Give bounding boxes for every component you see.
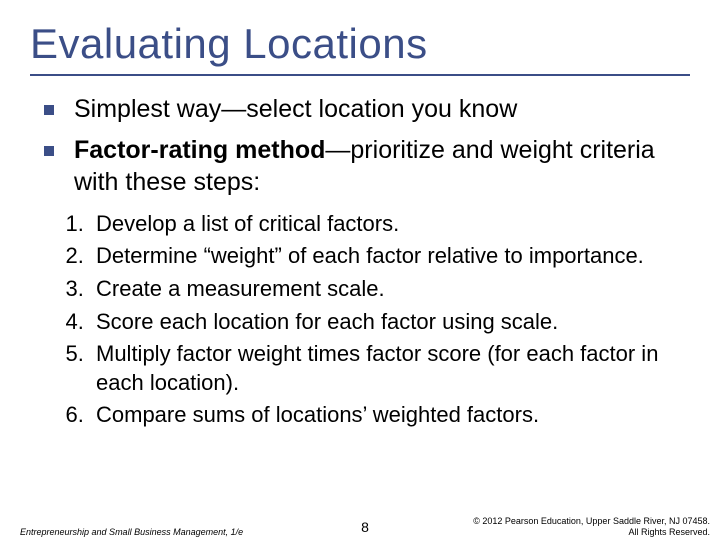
footer-copyright-line2: All Rights Reserved. — [628, 527, 710, 537]
step-item: Determine “weight” of each factor relati… — [90, 242, 690, 271]
bullet-item: Simplest way—select location you know — [40, 94, 690, 125]
footer-copyright-line1: © 2012 Pearson Education, Upper Saddle R… — [473, 516, 710, 526]
step-item: Develop a list of critical factors. — [90, 210, 690, 239]
footer-right: © 2012 Pearson Education, Upper Saddle R… — [410, 516, 710, 538]
bullet-list: Simplest way—select location you know Fa… — [40, 94, 690, 198]
step-item: Compare sums of locations’ weighted fact… — [90, 401, 690, 430]
title-divider — [30, 74, 690, 76]
bullet-item: Factor-rating method—prioritize and weig… — [40, 135, 690, 198]
step-item: Score each location for each factor usin… — [90, 308, 690, 337]
slide-title: Evaluating Locations — [30, 20, 690, 68]
step-item: Create a measurement scale. — [90, 275, 690, 304]
step-item: Multiply factor weight times factor scor… — [90, 340, 690, 397]
numbered-steps: Develop a list of critical factors. Dete… — [90, 210, 690, 430]
slide: Evaluating Locations Simplest way—select… — [0, 0, 720, 540]
